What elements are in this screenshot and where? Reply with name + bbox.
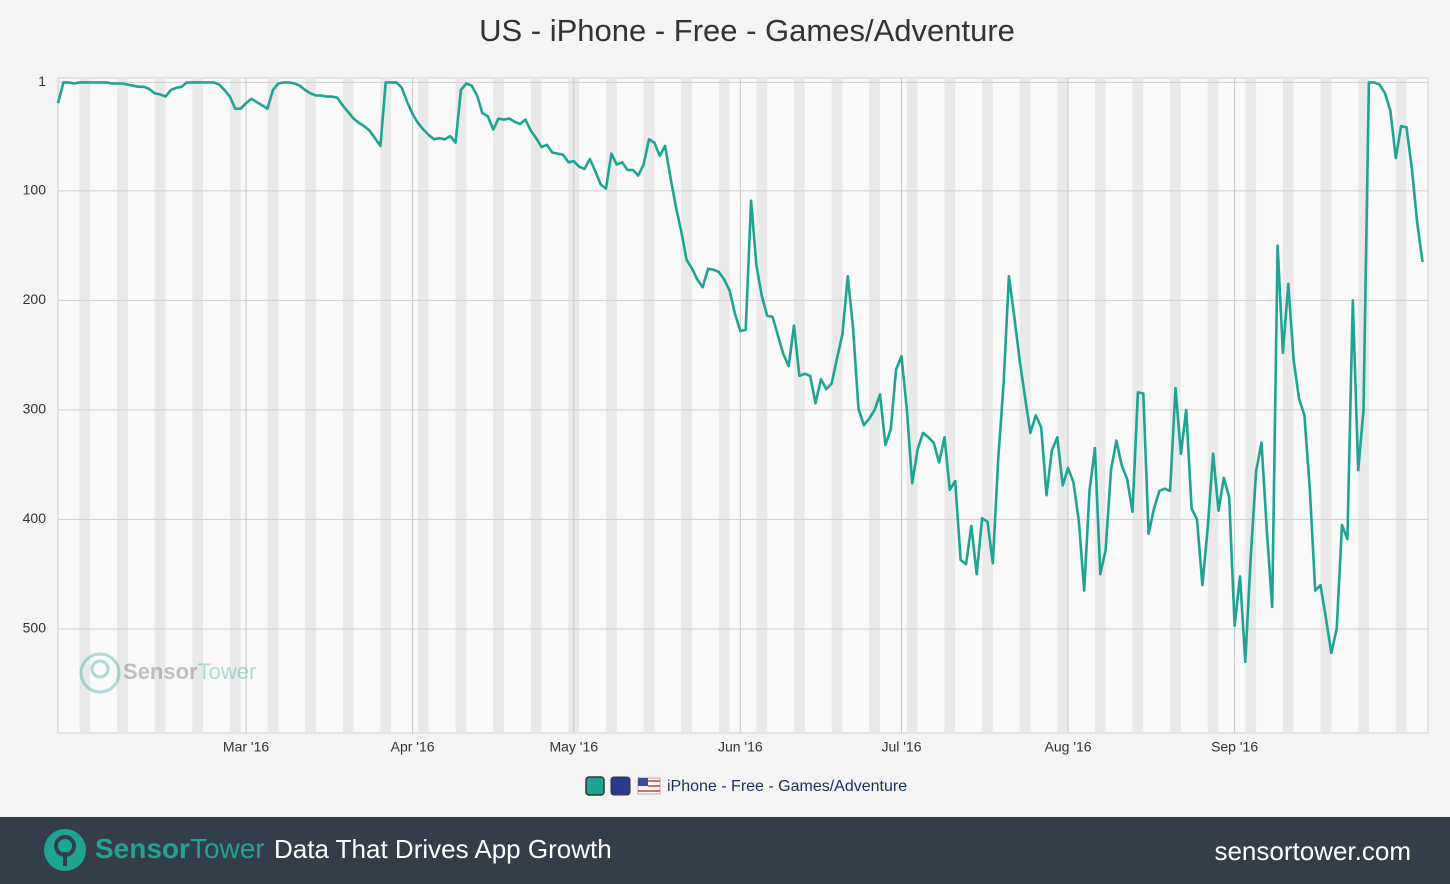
y-tick-label: 1	[38, 73, 46, 89]
footer-brand: SensorTower	[95, 833, 265, 864]
watermark-icon	[90, 659, 110, 679]
legend-icon	[610, 776, 631, 796]
weekend-band	[606, 78, 617, 733]
weekend-band	[906, 78, 918, 733]
x-tick-label: Apr '16	[391, 739, 435, 755]
weekend-band	[342, 78, 354, 733]
weekend-band	[1282, 78, 1294, 733]
watermark: SensorTower	[79, 652, 256, 694]
weekend-band	[1094, 78, 1106, 733]
weekend-band	[192, 78, 204, 733]
y-tick-label: 400	[23, 510, 47, 526]
weekend-band	[869, 78, 880, 733]
weekend-band	[1245, 78, 1257, 733]
weekend-band	[982, 78, 993, 733]
plot-background	[57, 77, 1429, 734]
weekend-band	[117, 78, 128, 733]
legend: iPhone - Free - Games/Adventure	[585, 776, 907, 796]
legend-swatch	[585, 776, 605, 796]
watermark-icon	[79, 652, 121, 694]
weekend-band	[305, 78, 316, 733]
footer-logo	[44, 829, 86, 871]
weekend-band	[643, 78, 655, 733]
chart-title: US - iPhone - Free - Games/Adventure	[479, 13, 1015, 48]
x-tick-label: May '16	[549, 739, 598, 755]
x-tick-label: Jun '16	[718, 739, 763, 755]
watermark-text: Sensor	[123, 659, 198, 684]
footer-tagline: Data That Drives App Growth	[274, 834, 612, 864]
data-line	[56, 81, 1424, 664]
weekend-band	[756, 78, 768, 733]
x-tick-label: Sep '16	[1211, 739, 1258, 755]
watermark-text: SensorTower	[123, 659, 256, 684]
weekend-band	[794, 78, 805, 733]
legend-flag	[638, 778, 648, 786]
y-tick-label: 100	[23, 182, 47, 198]
y-tick-label: 200	[23, 291, 47, 307]
weekend-band	[79, 78, 91, 733]
y-tick-label: 500	[23, 620, 47, 636]
legend-label: iPhone - Free - Games/Adventure	[667, 778, 907, 795]
footer-bar	[0, 817, 1450, 884]
weekend-band	[154, 78, 166, 733]
weekend-band	[530, 78, 542, 733]
weekend-band	[1320, 78, 1332, 733]
weekend-band	[1395, 78, 1407, 733]
weekend-band	[1057, 78, 1069, 733]
y-tick-label: 300	[23, 401, 47, 417]
x-tick-label: Mar '16	[223, 739, 269, 755]
weekend-band	[417, 78, 429, 733]
weekend-band	[831, 78, 843, 733]
footer-brand: Tower	[190, 833, 265, 864]
weekend-band	[380, 78, 392, 733]
x-tick-label: Jul '16	[881, 739, 921, 755]
weekend-band	[229, 78, 241, 733]
weekend-band	[944, 78, 956, 733]
watermark-text: Tower	[198, 659, 257, 684]
weekend-band	[718, 78, 730, 733]
weekend-band	[455, 78, 467, 733]
x-tick-label: Aug '16	[1045, 739, 1092, 755]
weekend-band	[1207, 78, 1219, 733]
weekend-band	[493, 78, 504, 733]
footer-url: sensortower.com	[1214, 836, 1411, 866]
weekend-band	[681, 78, 692, 733]
footer-brand: Sensor	[95, 833, 190, 864]
weekend-band	[267, 78, 279, 733]
